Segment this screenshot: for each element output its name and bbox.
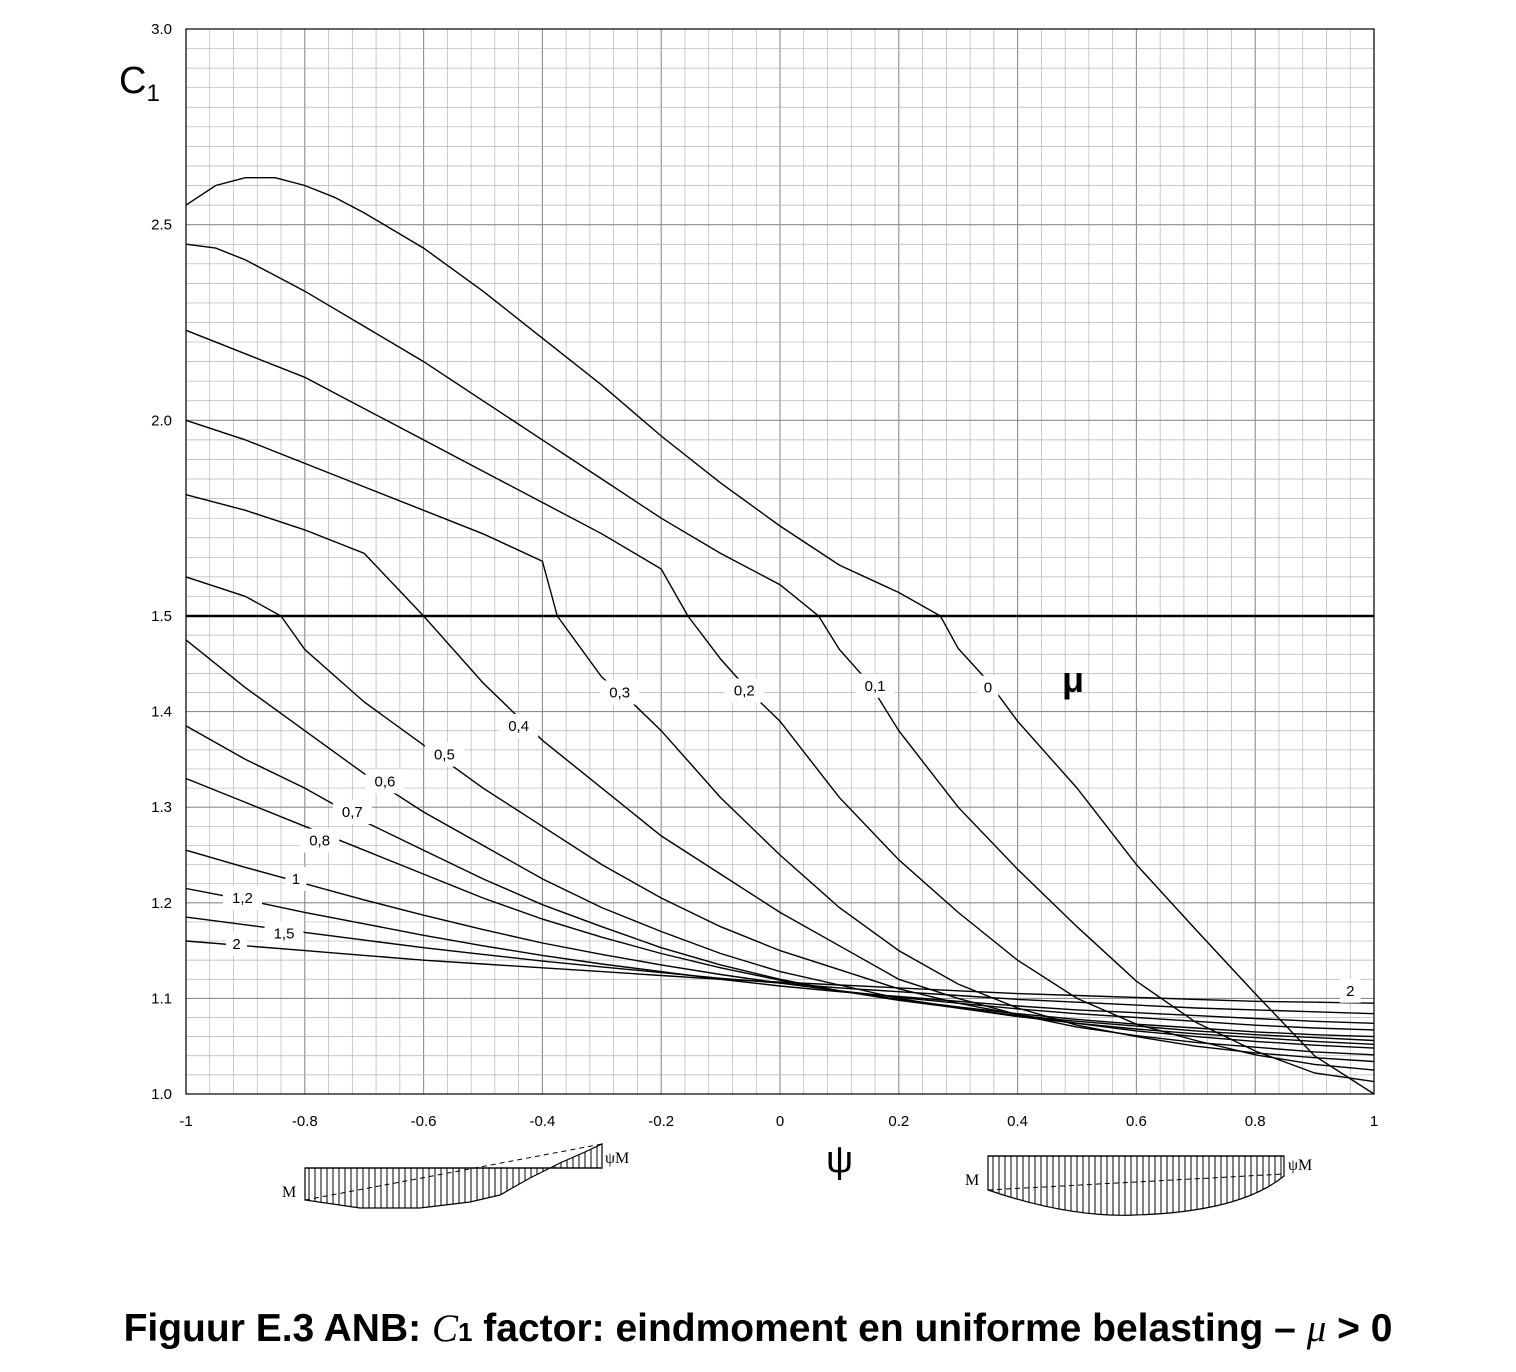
moment-diagram-linear-psim-label: ψM — [605, 1150, 629, 1167]
curve-label: 0,4 — [508, 718, 529, 735]
curve-label: 0 — [984, 680, 992, 697]
moment-diagram-uniform-m-label: M — [965, 1172, 979, 1189]
curve-label: 2 — [1346, 983, 1354, 1000]
curve-label: 0,6 — [375, 773, 396, 790]
curve-label-background — [600, 680, 640, 705]
caption-middle: factor: eindmoment en uniforme belasting… — [472, 1307, 1307, 1350]
y-axis-title: C1 — [119, 60, 160, 107]
caption-prefix: Figuur E.3 ANB: — [123, 1307, 432, 1350]
curve-layer — [185, 177, 1375, 1095]
curve-mu-0-5 — [185, 576, 1375, 1049]
x-tick-label: 1 — [1370, 1113, 1378, 1130]
y-tick-label: 1.5 — [151, 608, 172, 625]
tick-label-layer: -1 -0.8 -0.6 -0.4 -0.2 0 0.2 0.4 0.6 0.8 1 1.0 1.1 1.… — [151, 21, 1378, 1130]
curve-label-background — [977, 675, 999, 700]
x-tick-label: -0.6 — [411, 1113, 437, 1130]
moment-diagram-uniform: M ψM — [965, 1155, 1312, 1216]
y-tick-label: 3.0 — [151, 21, 172, 38]
moment-diagram-linear-area — [304, 1143, 603, 1209]
curve-label: 0,7 — [342, 804, 363, 821]
curve-mu-0-8 — [185, 777, 1375, 1038]
curve-label: 1,5 — [274, 925, 295, 942]
curve-label-background — [724, 678, 764, 703]
y-tick-label: 2.0 — [151, 412, 172, 429]
curve-label-background — [365, 769, 405, 794]
moment-diagram-uniform-area — [987, 1155, 1285, 1216]
x-tick-label: -0.2 — [648, 1113, 674, 1130]
curve-label: 0,8 — [309, 833, 330, 850]
x-axis-title: ψ — [826, 1139, 853, 1181]
curve-label-layer: 0 0,1 0,2 0,3 0,4 0,5 0,6 0,7 0,8 1 1,2 1,5 2 2 — [222, 673, 1361, 1003]
curve-mu-0-3 — [185, 419, 1375, 1063]
moment-diagram-uniform-psim-label: ψM — [1288, 1157, 1312, 1174]
curve-mu-0-4 — [185, 494, 1375, 1056]
y-axis-title-main: C — [119, 60, 146, 102]
x-tick-label: -1 — [179, 1113, 192, 1130]
y-tick-label: 1.0 — [151, 1086, 172, 1103]
curve-label-background — [1339, 978, 1361, 1003]
x-tick-label: 0.6 — [1126, 1113, 1147, 1130]
moment-diagram-linear-m-label: M — [282, 1184, 296, 1201]
y-tick-label: 1.3 — [151, 799, 172, 816]
curve-label: 2 — [232, 936, 240, 953]
curve-label: 0,1 — [865, 678, 886, 695]
y-axis-title-subscript: 1 — [146, 80, 159, 107]
curve-label: 0,3 — [609, 684, 630, 701]
curve-label-background — [264, 921, 304, 946]
curve-label-background — [499, 713, 539, 738]
curve-mu-2 — [185, 940, 1375, 1004]
curve-mu-1-5 — [185, 916, 1375, 1015]
curve-label-background — [285, 866, 307, 891]
curve-label-background — [424, 742, 464, 767]
curve-label-background — [225, 931, 247, 956]
x-tick-label: 0.2 — [888, 1113, 909, 1130]
x-tick-label: -0.8 — [292, 1113, 318, 1130]
curve-mu-1-2 — [185, 887, 1375, 1024]
c1-factor-chart: 0 0,1 0,2 0,3 0,4 0,5 0,6 0,7 0,8 1 1,2 1,5 2 2 -1 -0.… — [119, 21, 1378, 1216]
chart-grid — [185, 28, 1375, 1095]
caption-suffix: > 0 — [1326, 1307, 1393, 1350]
x-tick-label: 0.4 — [1007, 1113, 1028, 1130]
caption-c-subscript: 1 — [457, 1317, 473, 1347]
x-tick-label: -0.4 — [529, 1113, 555, 1130]
curve-label: 0,2 — [734, 683, 755, 700]
x-tick-label: 0.8 — [1245, 1113, 1266, 1130]
curve-label-background — [855, 673, 895, 698]
y-tick-label: 1.4 — [151, 704, 172, 721]
curve-label: 1 — [292, 871, 300, 888]
curve-label-background — [222, 886, 262, 911]
caption-c-symbol: C — [431, 1307, 458, 1350]
curve-label-background — [300, 828, 340, 853]
caption-mu-symbol: μ — [1306, 1307, 1327, 1350]
curve-label-background — [332, 799, 372, 824]
curve-mu-0-1 — [185, 243, 1375, 1083]
curve-mu-0 — [185, 177, 1375, 1095]
curve-mu-0-7 — [185, 725, 1375, 1042]
mu-symbol-label: μ — [1062, 659, 1084, 700]
plot-frame — [185, 28, 1375, 1095]
x-tick-label: 0 — [776, 1113, 784, 1130]
y-tick-label: 1.2 — [151, 895, 172, 912]
curve-label: 0,5 — [434, 747, 455, 764]
curve-label: 1,2 — [232, 890, 253, 907]
y-tick-label: 2.5 — [151, 217, 172, 234]
moment-diagram-linear: M ψM — [282, 1143, 629, 1209]
y-tick-label: 1.1 — [151, 990, 172, 1007]
moment-diagram-uniform-dash — [987, 1173, 1285, 1191]
figure-caption: Figuur E.3 ANB: C1 factor: eindmoment en… — [0, 1306, 1516, 1351]
